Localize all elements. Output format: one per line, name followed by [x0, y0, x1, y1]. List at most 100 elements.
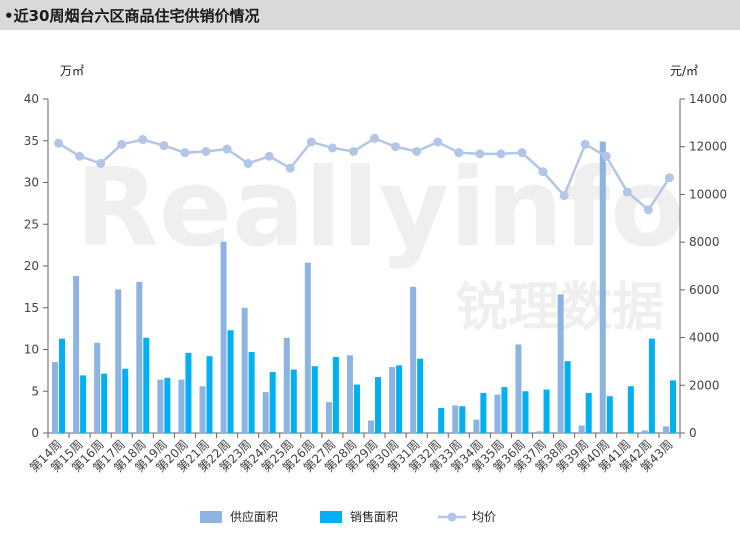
right-tick-label: 12000 [689, 140, 727, 154]
sales-bar [396, 365, 403, 433]
right-tick-label: 0 [689, 426, 697, 440]
price-point [201, 146, 211, 156]
price-point [285, 163, 295, 173]
price-point [643, 205, 653, 215]
price-point [75, 151, 85, 161]
right-tick-label: 4000 [689, 331, 720, 345]
right-axis-unit: 元/㎡ [670, 64, 698, 78]
price-point [412, 146, 422, 156]
supply-bar [536, 431, 543, 433]
supply-bar [389, 367, 396, 433]
sales-bar [143, 337, 150, 433]
sales-bar [564, 361, 571, 433]
price-line [54, 133, 674, 215]
legend-price-label: 均价 [472, 510, 496, 524]
sales-bar [522, 391, 529, 433]
supply-bar [136, 281, 143, 433]
price-point [475, 149, 485, 159]
supply-bar [73, 276, 80, 433]
legend: 供应面积 销售面积 均价 [200, 509, 496, 524]
sales-bar [122, 368, 129, 433]
supply-bar [578, 425, 585, 433]
supply-bar [52, 362, 59, 433]
price-point [580, 139, 590, 149]
sales-bar [59, 338, 66, 433]
price-point [159, 141, 169, 151]
sales-bar [248, 352, 255, 433]
supply-bar [473, 419, 480, 433]
right-tick-label: 8000 [689, 235, 720, 249]
price-point [391, 142, 401, 152]
sales-bar [585, 392, 592, 433]
legend-price-marker [447, 512, 457, 522]
sales-bar [459, 406, 466, 433]
supply-bar [220, 241, 227, 433]
legend-sales-label: 销售面积 [350, 509, 398, 524]
supply-bar [410, 286, 417, 433]
sales-bar [480, 392, 487, 433]
price-point [517, 148, 527, 158]
price-point [306, 137, 316, 147]
left-tick-label: 40 [24, 92, 39, 106]
supply-bar [94, 342, 101, 433]
sales-bar [627, 386, 634, 433]
sales-bar [543, 389, 550, 433]
sales-bar [164, 377, 171, 433]
price-point [559, 191, 569, 201]
legend-sales-swatch [320, 511, 342, 523]
sales-bar [269, 372, 276, 433]
left-tick-label: 35 [24, 134, 39, 148]
axes: 0 5 10 15 20 25 30 35 40 0 2000 4000 6000 8000 10000 12… [24, 92, 727, 440]
right-tick-label: 6000 [689, 283, 720, 297]
sales-bar [375, 377, 382, 433]
right-tick-label: 14000 [689, 92, 727, 106]
supply-bar [115, 289, 122, 433]
price-point [538, 167, 548, 177]
sales-bar [101, 373, 108, 433]
price-point [222, 144, 232, 154]
price-point [622, 187, 632, 197]
supply-bar [662, 426, 669, 433]
sales-bar [353, 384, 360, 433]
price-point [370, 133, 380, 143]
price-point [664, 173, 674, 183]
supply-bar [599, 141, 606, 433]
left-axis-unit: 万㎡ [60, 64, 84, 78]
price-point [496, 149, 506, 159]
price-point [138, 135, 148, 145]
left-tick-label: 0 [31, 426, 39, 440]
price-point [243, 158, 253, 168]
sales-bar [227, 330, 234, 433]
price-point [180, 148, 190, 158]
supply-bar [557, 294, 564, 433]
supply-bar [452, 405, 459, 433]
sales-bar [206, 356, 213, 433]
left-tick-label: 15 [24, 301, 39, 315]
price-point [96, 158, 106, 168]
supply-bar [641, 430, 648, 433]
sales-bar [417, 358, 424, 433]
supply-bar [346, 355, 353, 433]
price-point [117, 139, 127, 149]
sales-bar [648, 338, 655, 433]
supply-bar [241, 307, 248, 433]
supply-bar [157, 379, 164, 433]
sales-bar [606, 396, 613, 433]
x-axis-labels: 第14周第15周第16周第17周第18周第19周第20周第21周第22周第23周… [27, 437, 676, 475]
price-point [348, 146, 358, 156]
price-point [264, 151, 274, 161]
sales-bar [185, 352, 192, 433]
right-tick-label: 2000 [689, 378, 720, 392]
legend-supply-label: 供应面积 [230, 509, 278, 524]
watermark: Reallyinfo 锐理数据 [76, 146, 685, 338]
sales-bar [311, 366, 318, 433]
supply-bar [304, 262, 311, 433]
sales-bar [332, 357, 339, 433]
supply-bar [368, 420, 375, 433]
left-tick-label: 30 [24, 176, 39, 190]
supply-bar [325, 402, 332, 433]
sales-bar [290, 369, 297, 433]
right-tick-label: 10000 [689, 187, 727, 201]
watermark-text: Reallyinfo [76, 146, 685, 271]
